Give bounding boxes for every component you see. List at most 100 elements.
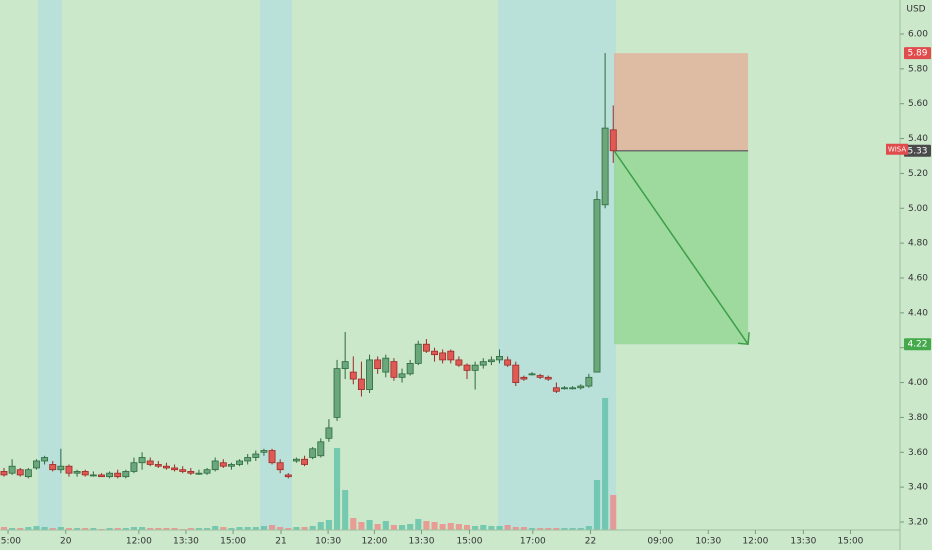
candle-body [106, 472, 114, 478]
volume-bar [293, 527, 300, 530]
candle-body [57, 465, 65, 471]
candle-body [114, 472, 122, 478]
y-tick-label: 4.60 [908, 273, 928, 283]
currency-label: USD [906, 5, 925, 15]
volume-bar [0, 527, 8, 530]
candle-body [8, 465, 16, 474]
candle-body [496, 356, 503, 361]
volume-bar [187, 528, 194, 530]
y-tick-label: 3.40 [908, 483, 928, 493]
volume-bar [553, 528, 560, 530]
candle-body [130, 462, 138, 472]
candle-body [455, 359, 463, 366]
x-tick-label: 10:30 [695, 537, 721, 547]
volume-bar [431, 522, 438, 530]
candle-body [528, 373, 536, 376]
volume-bar [488, 526, 495, 530]
candle-body [536, 375, 544, 378]
candle-body [341, 361, 349, 370]
candle-body [414, 343, 422, 364]
candle-body [0, 471, 8, 476]
candle-body [203, 469, 211, 474]
candle-body [187, 471, 195, 474]
volume-bar [374, 524, 381, 530]
session-shade [260, 0, 292, 530]
volume-bar [504, 525, 511, 530]
volume-bar [171, 528, 178, 530]
candle-body [390, 361, 398, 378]
volume-bar [74, 528, 81, 530]
candle-body [349, 371, 357, 380]
candle-body [163, 465, 170, 469]
volume-bar [463, 525, 471, 530]
entry-tag-bg [904, 144, 931, 157]
x-tick-label: 12:00 [361, 537, 387, 547]
candle-body [81, 471, 89, 476]
volume-bar [398, 525, 406, 530]
candle-body [65, 465, 73, 474]
y-tick-label: 3.60 [908, 448, 928, 458]
volume-bar [537, 528, 544, 530]
candle-body [593, 199, 601, 373]
candle-body [292, 458, 300, 462]
candle-body [260, 450, 268, 453]
candle-body [41, 457, 49, 462]
volume-bar [155, 528, 162, 530]
volume-bar [90, 528, 97, 530]
candle-body [219, 462, 227, 467]
y-tick-label: 5.20 [908, 169, 928, 179]
y-tick-label: 4.40 [908, 308, 928, 318]
candle-body [520, 376, 528, 380]
volume-bar [512, 527, 519, 530]
x-tick-label: 13:30 [173, 537, 199, 547]
candle-body [431, 350, 438, 356]
volume-bar [593, 480, 601, 530]
candle-body [504, 359, 512, 366]
symbol-tag: WISA [888, 145, 907, 153]
volume-bar [480, 525, 487, 530]
volume-bar [130, 527, 138, 530]
candle-body [244, 457, 252, 462]
volume-bar [195, 528, 202, 530]
y-tick-label: 5.40 [908, 134, 928, 144]
volume-bar [325, 520, 332, 530]
volume-bar [163, 528, 170, 530]
volume-bar [415, 519, 422, 530]
candle-body [301, 458, 308, 465]
x-tick-label: 15:00 [0, 537, 21, 547]
volume-bar [139, 527, 146, 530]
volume-bar [244, 527, 251, 530]
candle-body [479, 361, 487, 366]
candle-body [374, 359, 382, 370]
volume-bar [25, 527, 32, 530]
volume-bar [65, 528, 73, 530]
volume-bar [236, 527, 243, 530]
volume-bar [439, 524, 446, 530]
plot-layer [0, 53, 617, 479]
volume-bar [342, 490, 349, 530]
x-tick-label: 15:00 [456, 537, 482, 547]
x-tick-label: 15:00 [837, 537, 863, 547]
volume-bar [204, 528, 211, 530]
volume-bar [447, 523, 454, 530]
candle-body [317, 441, 325, 457]
candle-body [447, 350, 455, 361]
y-tick-label: 4.00 [908, 378, 928, 388]
projection-arrow [613, 150, 749, 345]
candle-body [471, 364, 479, 371]
y-tick-label: 6.00 [908, 29, 928, 39]
volume-bar [390, 525, 397, 530]
volume-bar [496, 526, 503, 530]
x-tick-label: 13:30 [790, 537, 816, 547]
candle-body [122, 471, 130, 478]
candle-body [24, 469, 32, 478]
candle-body [512, 364, 520, 383]
volume-bar [545, 528, 552, 530]
candle-body [422, 343, 430, 352]
candle-body [171, 467, 179, 471]
y-tick-label: 5.00 [908, 204, 928, 214]
volume-bar [220, 527, 227, 530]
volume-bar [407, 524, 414, 530]
y-tick-label: 5.60 [908, 99, 928, 109]
candle-body [382, 357, 390, 373]
